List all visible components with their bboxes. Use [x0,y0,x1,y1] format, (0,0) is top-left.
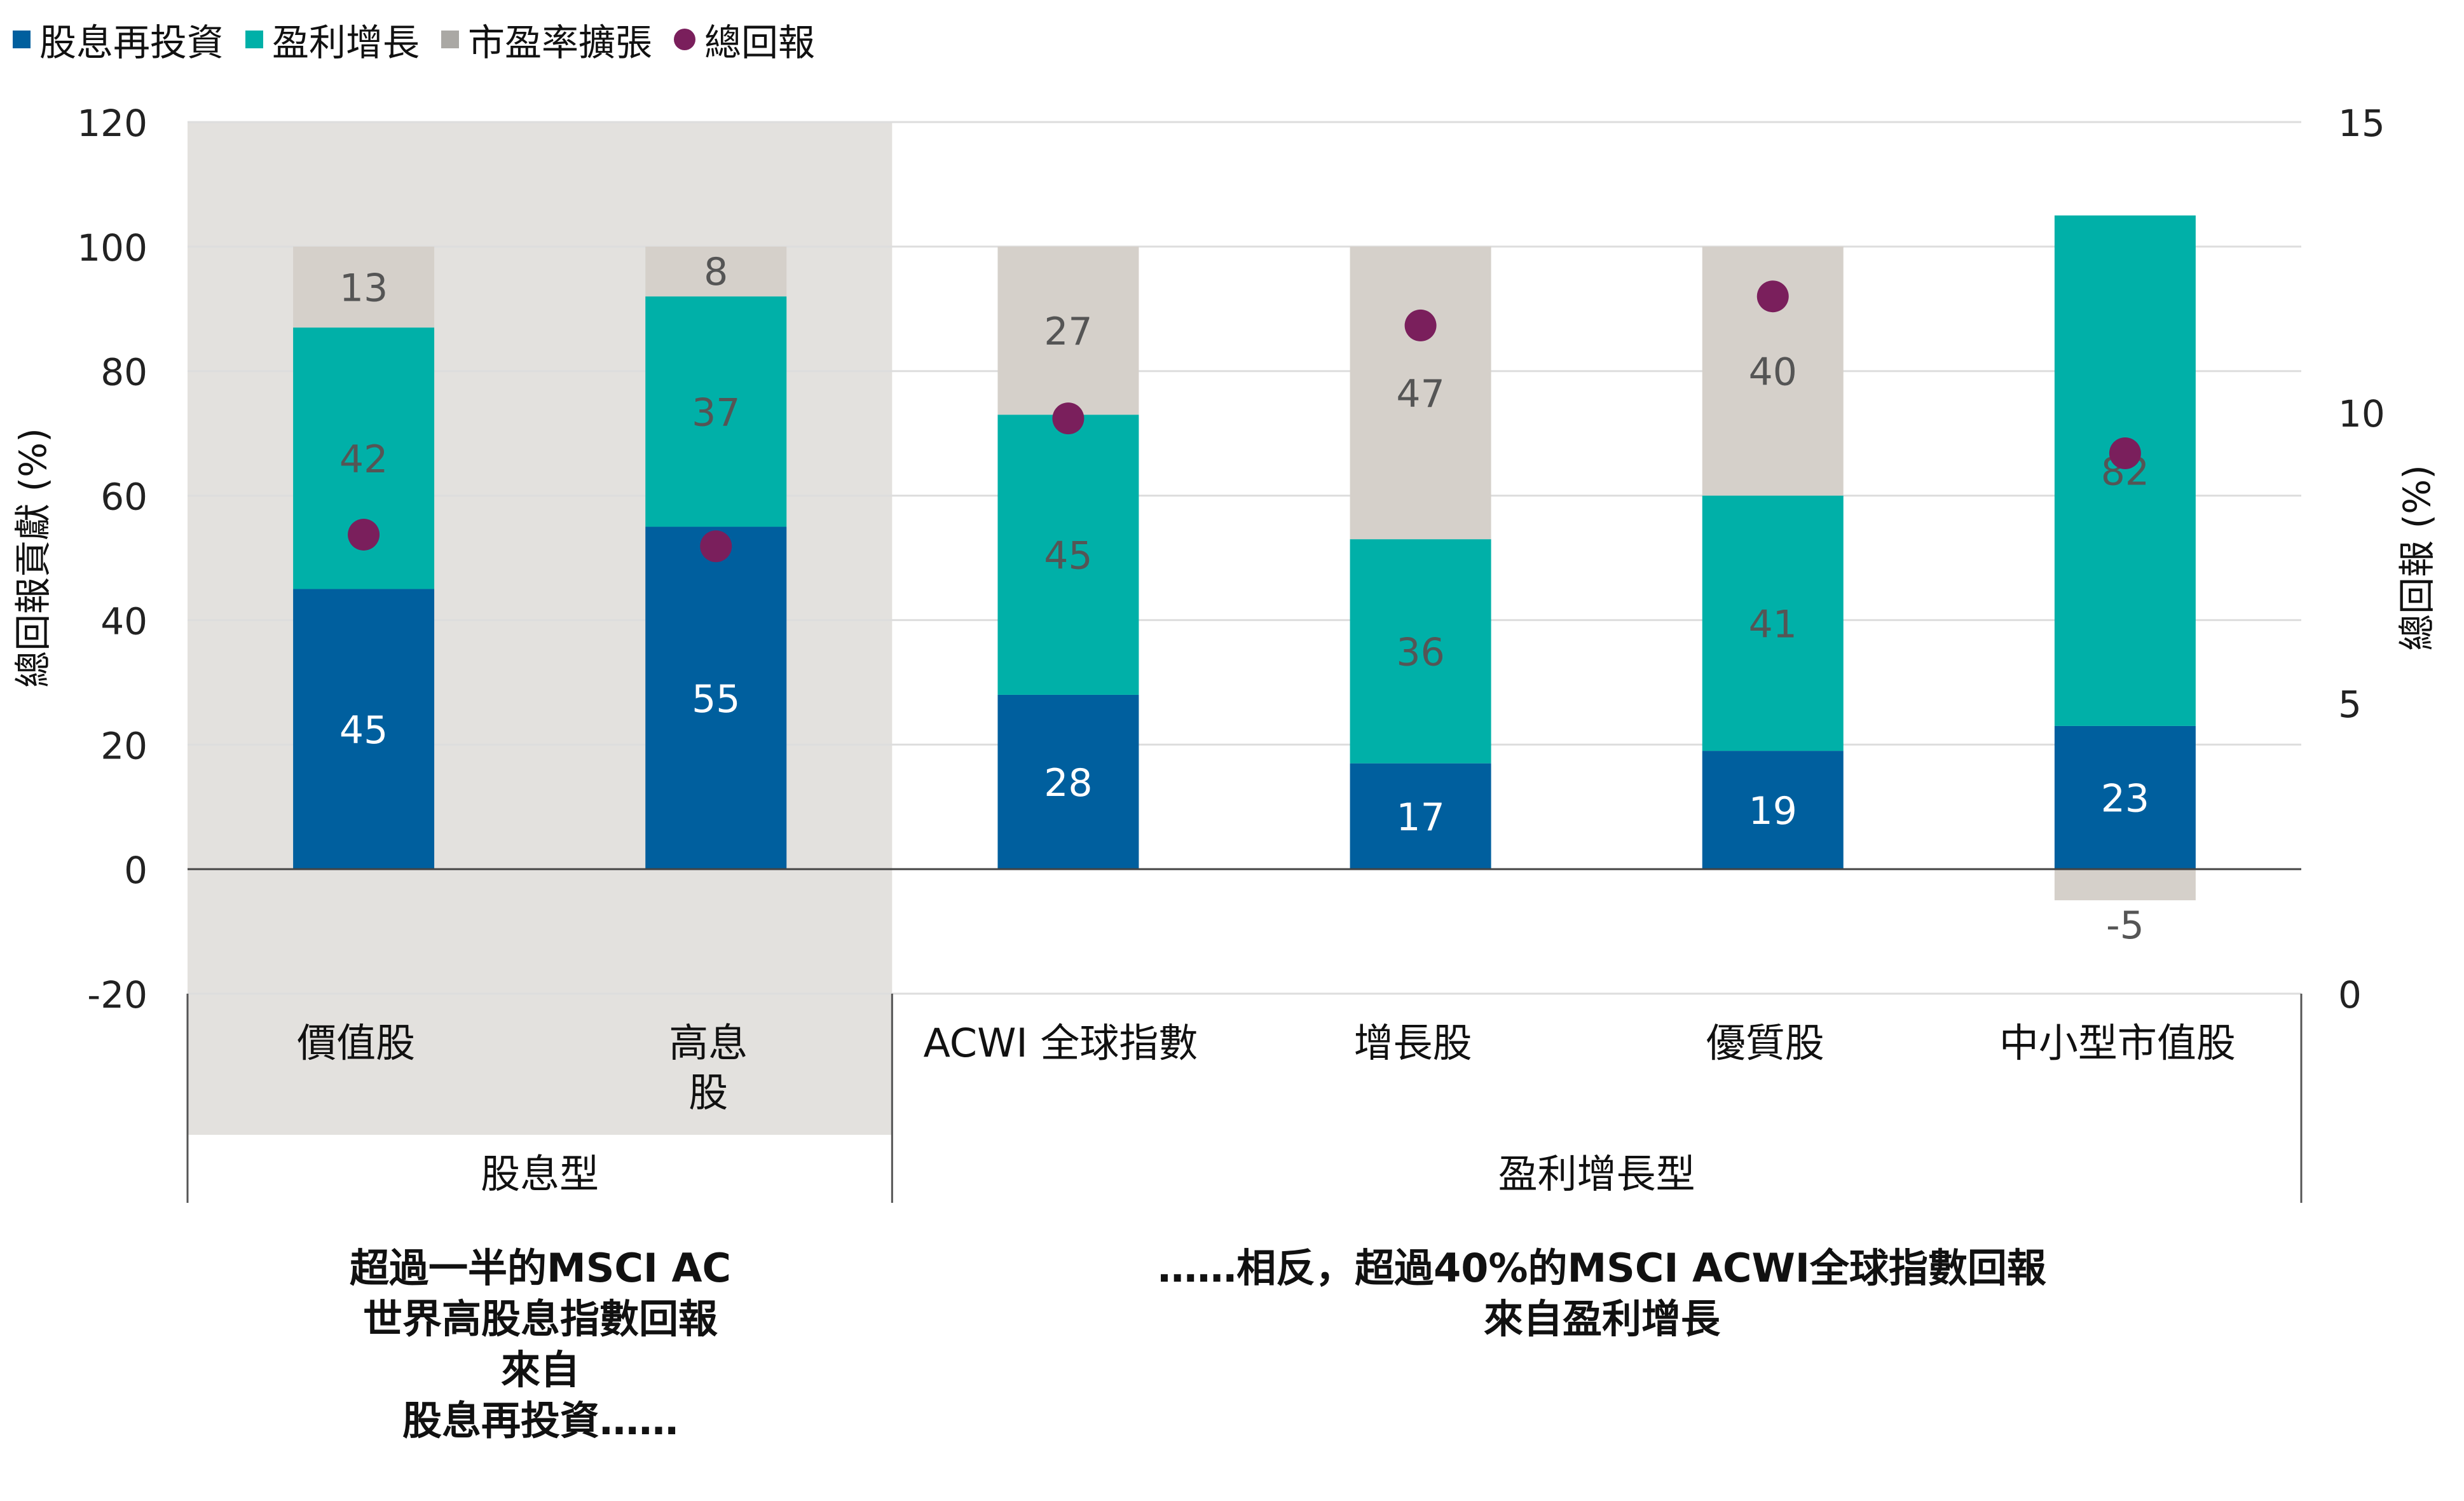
data-label: 41 [1749,602,1797,647]
y2-tick-label: 10 [2338,392,2385,435]
legend-swatch-earnings-growth [245,31,264,48]
bar-segment [645,526,787,870]
y-tick-label: 20 [100,724,147,767]
category-label: 股 [688,1069,728,1116]
data-label: 45 [1044,534,1092,579]
note-right-line-1: ……相反，超過40%的MSCI ACWI全球指數回報 [1158,1245,2046,1291]
bar-segment [1350,539,1491,764]
data-label: 47 [1396,372,1444,416]
bar-segment [645,246,787,297]
legend-label-total-return: 總回報 [704,21,816,64]
y2-axis-title: 總回報 (%) [2395,465,2439,651]
data-label: 45 [339,708,388,753]
y-tick-label: -20 [87,973,147,1017]
category-label: 優質股 [1706,1020,1824,1066]
legend-label-dividend-reinvestment: 股息再投資 [39,21,224,64]
y2-tick-label: 15 [2338,102,2385,145]
data-label: 8 [704,250,728,294]
y-tick-label: 40 [100,600,147,643]
category-label: 價值股 [297,1020,415,1066]
data-label: 27 [1044,310,1092,354]
legend-label-earnings-growth: 盈利增長 [272,21,420,64]
data-label: 17 [1396,795,1444,840]
legend-swatch-pe-expansion [441,31,460,48]
bar-segment [1350,246,1491,540]
data-label: 36 [1396,630,1444,675]
legend-label-pe-expansion: 市盈率擴張 [468,21,653,64]
y2-tick-label: 0 [2338,973,2362,1017]
y-tick-label: 60 [100,476,147,519]
y-tick-label: 80 [100,351,147,394]
note-left-line-1: 超過一半的MSCI AC [350,1245,731,1291]
y2-tick-label: 5 [2338,683,2362,726]
total-return-point [1052,402,1085,435]
legend-item-dividend-reinvestment: 股息再投資 [13,13,224,66]
bar-segment [1702,495,1844,751]
data-label: 23 [2101,777,2149,821]
y-tick-label: 100 [77,226,147,270]
legend: 股息再投資 盈利增長 市盈率擴張 總回報 [13,13,815,66]
data-label: 37 [692,390,740,435]
bar-segment [2054,215,2196,726]
bar-segment [2054,725,2196,870]
y-axis-title: 總回報貢獻 (%) [11,428,55,688]
category-label: 中小型市值股 [1999,1020,2236,1066]
bar-segment [293,246,435,328]
data-label: 55 [692,677,740,722]
legend-dot-total-return [674,29,696,50]
note-right-line-2: 來自盈利增長 [1483,1296,1720,1342]
total-return-point [2109,437,2141,469]
bar-segment [997,415,1139,695]
note-growth-group: ……相反，超過40%的MSCI ACWI全球指數回報 來自盈利增長 [1030,1243,2174,1345]
total-return-point [700,530,732,563]
data-label: 13 [339,266,388,311]
legend-item-total-return: 總回報 [674,13,815,66]
category-label: 增長股 [1354,1020,1472,1066]
note-left-line-3: 來自 [500,1347,580,1393]
total-return-point [1756,280,1789,313]
legend-swatch-dividend-reinvestment [13,31,31,48]
bar-segment [293,589,435,870]
category-label: ACWI 全球指數 [923,1020,1198,1066]
data-label: 28 [1044,761,1092,805]
data-label: 19 [1749,789,1797,833]
legend-item-pe-expansion: 市盈率擴張 [441,13,652,66]
bar-segment [997,694,1139,870]
group-label: 盈利增長型 [1498,1151,1695,1197]
category-label: 高息 [669,1020,748,1066]
note-dividend-group: 超過一半的MSCI AC 世界高股息指數回報 來自 股息再投資…… [188,1243,893,1446]
legend-item-earnings-growth: 盈利增長 [245,13,420,66]
note-left-line-2: 世界高股息指數回報 [362,1296,718,1342]
bar-segment [997,246,1139,415]
data-label: 40 [1749,350,1797,395]
note-left-line-4: 股息再投資…… [402,1397,678,1444]
bar-segment [1350,763,1491,870]
data-label: -5 [2106,903,2144,948]
bar-segment [2054,869,2196,901]
y-tick-label: 0 [124,849,147,892]
data-label: 42 [339,437,388,482]
bar-segment [645,296,787,527]
group-label: 股息型 [481,1151,599,1197]
y-tick-label: 120 [77,102,147,145]
bar-segment [1702,751,1844,870]
total-return-point [1404,309,1437,341]
total-return-point [348,518,380,551]
